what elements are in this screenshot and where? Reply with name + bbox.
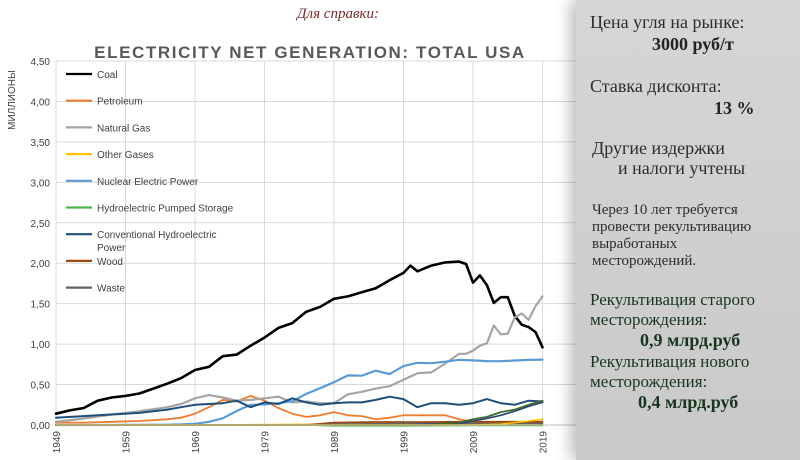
x-tick-label: 1989 <box>330 431 341 454</box>
legend-label-4: Nuclear Electric Power <box>97 177 199 188</box>
discount-value: 13 % <box>714 98 755 118</box>
y-tick-label: 4,50 <box>31 57 51 68</box>
new-recultivation-label-line1: Рекультивация нового <box>590 352 750 371</box>
y-tick-label: 2,00 <box>31 259 51 270</box>
electricity-chart: ELECTRICITY NET GENERATION: TOTAL USA МИ… <box>7 43 576 454</box>
y-tick-label: 0,50 <box>31 381 51 392</box>
legend-label-8: Waste <box>97 284 125 295</box>
legend-label-7: Wood <box>97 257 123 268</box>
series-line-6 <box>55 395 544 419</box>
recultivation-line3: выработаных <box>592 236 678 252</box>
x-tick-label: 2009 <box>469 431 480 454</box>
discount-label: Ставка дисконта: <box>590 76 722 96</box>
recultivation-line1: Через 10 лет требуется <box>592 202 738 218</box>
y-tick-label: 2,50 <box>31 219 51 230</box>
y-tick-label: 4,00 <box>31 97 51 108</box>
y-tick-label: 3,50 <box>31 138 51 149</box>
x-tick-label: 1999 <box>400 431 411 454</box>
y-tick-label: 0,00 <box>31 421 51 432</box>
legend-label-1: Petroleum <box>97 97 143 108</box>
legend-label-6-a: Conventional Hydroelectric <box>97 230 217 241</box>
series-line-2 <box>54 295 544 423</box>
chart-title: ELECTRICITY NET GENERATION: TOTAL USA <box>94 43 526 62</box>
y-tick-label: 1,50 <box>31 300 51 311</box>
x-tick-label: 2019 <box>539 431 550 454</box>
old-recultivation-label-line2: месторождения: <box>590 310 708 329</box>
coal-price-value: 3000 руб/т <box>652 34 734 54</box>
recultivation-line2: провести рекультивацию <box>592 219 752 235</box>
legend-label-2: Natural Gas <box>97 123 150 134</box>
coal-price-label: Цена угля на рынке: <box>590 12 745 32</box>
legend-label-3: Other Gases <box>97 150 154 161</box>
other-costs-line1: Другие издержки <box>592 138 725 158</box>
legend-label-0: Coal <box>97 70 118 81</box>
y-axis-label: МИЛЛИОНЫ <box>7 70 18 130</box>
series-line-4 <box>54 358 544 427</box>
x-tick-label: 1949 <box>52 431 63 454</box>
old-recultivation-label-line1: Рекультивация старого <box>590 290 756 309</box>
y-tick-label: 1,00 <box>31 340 51 351</box>
other-costs-line2: и налоги учтены <box>618 158 746 178</box>
legend-label-5: Hydroelectric Pumped Storage <box>97 204 234 215</box>
x-tick-label: 1979 <box>261 431 272 454</box>
old-recultivation-value: 0,9 млрд.руб <box>640 330 741 350</box>
new-recultivation-value: 0,4 млрд.руб <box>638 392 739 412</box>
x-tick-label: 1969 <box>191 431 202 454</box>
reference-title: Для справки: <box>297 6 379 22</box>
legend-label-6-b: Power <box>97 243 126 254</box>
series-line-0 <box>54 260 544 415</box>
new-recultivation-label-line2: месторождения: <box>590 372 708 391</box>
info-panel: Цена угля на рынке: 3000 руб/т Ставка ди… <box>576 0 800 460</box>
x-tick-label: 1959 <box>122 431 133 454</box>
recultivation-line4: месторождений. <box>592 253 697 269</box>
y-tick-label: 3,00 <box>31 178 51 189</box>
